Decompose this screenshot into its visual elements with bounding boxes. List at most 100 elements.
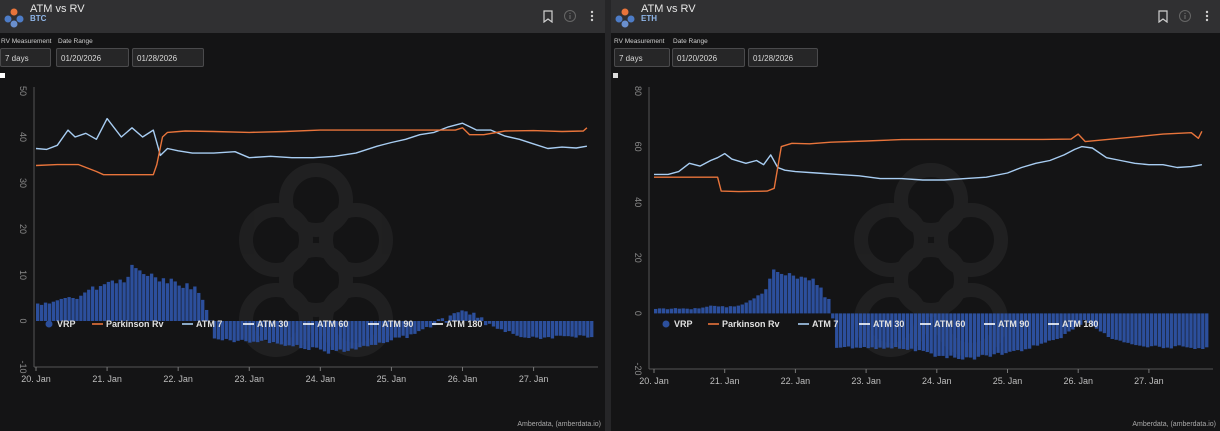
vrp-bar	[964, 313, 969, 358]
legend-label: ATM 7	[812, 319, 838, 329]
vrp-bar	[937, 313, 941, 356]
vrp-bar	[79, 295, 83, 321]
legend-item-atm-7[interactable]: ATM 7	[798, 319, 838, 329]
legend-item-atm-30[interactable]: ATM 30	[243, 319, 288, 329]
y-tick-label: -10	[18, 360, 28, 373]
vrp-bar	[1161, 313, 1166, 349]
atm-7-line	[35, 117, 588, 159]
vrp-bar	[173, 281, 177, 321]
vrp-bar	[263, 321, 268, 340]
vrp-bar	[75, 298, 79, 321]
vrp-bar	[1106, 313, 1110, 338]
date-from-input[interactable]: 01/20/2026	[56, 48, 129, 67]
legend-item-atm-60[interactable]: ATM 60	[920, 319, 965, 329]
vrp-bar	[1118, 313, 1122, 341]
vrp-bar	[542, 321, 547, 338]
vrp-bar	[177, 285, 181, 321]
bookmark-icon[interactable]	[541, 8, 555, 24]
vrp-bar	[779, 273, 784, 314]
legend-item-parkinson-rv[interactable]: Parkinson Rv	[92, 319, 164, 329]
rv-measurement-select[interactable]: 7 days	[0, 48, 51, 67]
vrp-bar	[1110, 313, 1114, 339]
legend-item-parkinson-rv[interactable]: Parkinson Rv	[708, 319, 780, 329]
vrp-bar	[460, 310, 464, 321]
vrp-bar	[1031, 313, 1036, 346]
vrp-bar	[570, 321, 574, 337]
vrp-bar	[393, 321, 397, 338]
vrp-bar	[1067, 313, 1071, 332]
vrp-bar	[189, 289, 193, 321]
y-tick-label: 40	[18, 132, 28, 142]
vrp-bar	[1165, 313, 1170, 348]
more-options-icon[interactable]	[585, 8, 599, 24]
vrp-bar	[59, 298, 63, 321]
legend-item-vrp[interactable]: VRP	[662, 319, 693, 329]
vrp-bar	[909, 313, 914, 349]
vrp-bar	[724, 307, 729, 314]
vrp-bar	[267, 321, 272, 344]
vrp-bar	[756, 295, 760, 314]
vrp-bar	[709, 305, 713, 314]
info-icon[interactable]	[1178, 8, 1192, 24]
vrp-bar	[417, 321, 421, 332]
info-icon[interactable]	[563, 8, 577, 24]
vrp-bar	[1000, 313, 1004, 355]
vrp-bar	[531, 321, 535, 337]
x-tick-label: 26. Jan	[1063, 376, 1093, 386]
legend-item-atm-90[interactable]: ATM 90	[368, 319, 413, 329]
legend-item-atm-90[interactable]: ATM 90	[984, 319, 1029, 329]
vrp-bar	[381, 321, 386, 344]
panel-title: ATM vs RV	[30, 3, 85, 15]
legend-item-atm-180[interactable]: ATM 180	[1048, 319, 1098, 329]
y-tick-label: -20	[633, 362, 643, 375]
vrp-bar	[432, 321, 437, 326]
chart-credit[interactable]: Amberdata, (amberdata.io)	[517, 421, 601, 428]
vrp-bar	[146, 275, 150, 321]
vrp-bar	[689, 309, 693, 314]
legend-item-atm-7[interactable]: ATM 7	[182, 319, 222, 329]
legend-label: ATM 180	[446, 319, 482, 329]
vrp-bar	[1083, 313, 1087, 321]
vrp-bar	[1142, 313, 1146, 347]
legend-label: ATM 90	[998, 319, 1029, 329]
y-tick-label: 20	[18, 224, 28, 234]
vrp-bar	[842, 313, 847, 348]
legend-item-atm-30[interactable]: ATM 30	[859, 319, 904, 329]
toggle-marker[interactable]	[613, 73, 618, 78]
vrp-bar	[47, 303, 52, 321]
vrp-bar	[760, 293, 764, 314]
date-to-input[interactable]: 01/28/2026	[748, 48, 818, 67]
vrp-bar	[165, 283, 170, 321]
vrp-bar	[701, 307, 705, 314]
x-tick-label: 26. Jan	[448, 374, 478, 384]
vrp-bar	[846, 313, 851, 347]
legend-item-vrp[interactable]: VRP	[45, 319, 76, 329]
vrp-bar	[905, 313, 910, 350]
more-options-icon[interactable]	[1200, 8, 1214, 24]
legend-label: ATM 180	[1062, 319, 1098, 329]
bookmark-icon[interactable]	[1156, 8, 1170, 24]
vrp-bar	[228, 321, 232, 341]
chart-credit[interactable]: Amberdata, (amberdata.io)	[1132, 421, 1216, 428]
date-to-input[interactable]: 01/28/2026	[132, 48, 204, 67]
vrp-bar	[752, 298, 756, 314]
parkinson-rv-line	[35, 127, 588, 176]
rv-measurement-select[interactable]: 7 days	[614, 48, 670, 67]
vrp-bar	[483, 321, 488, 326]
legend-item-atm-60[interactable]: ATM 60	[303, 319, 348, 329]
vrp-bar	[1126, 313, 1130, 343]
legend-label: Parkinson Rv	[722, 319, 780, 329]
vrp-bar	[153, 277, 158, 321]
vrp-bar	[661, 308, 666, 314]
vrp-bar	[578, 321, 582, 336]
vrp-bar	[519, 321, 523, 338]
vrp-bar	[850, 313, 855, 349]
panel-title: ATM vs RV	[641, 3, 696, 15]
toggle-marker[interactable]	[0, 73, 5, 78]
date-from-input[interactable]: 01/20/2026	[672, 48, 745, 67]
vrp-bar	[425, 321, 429, 327]
vrp-bar	[444, 321, 449, 323]
vrp-bar	[941, 313, 945, 356]
vrp-bar	[1047, 313, 1051, 341]
legend-item-atm-180[interactable]: ATM 180	[432, 319, 482, 329]
